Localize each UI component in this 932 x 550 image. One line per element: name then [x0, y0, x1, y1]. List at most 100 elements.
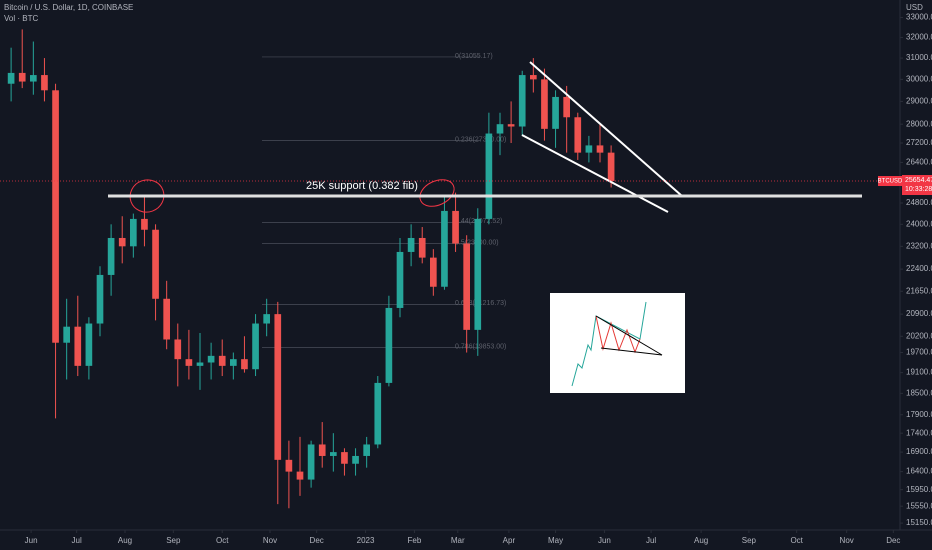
y-tick-label: 16900.00 [906, 447, 932, 456]
candle-body [174, 339, 182, 360]
y-tick-label: 24000.00 [906, 219, 932, 228]
inset-box [550, 293, 685, 393]
candles [7, 29, 615, 509]
y-tick-label: 20900.00 [906, 309, 932, 318]
candle-body [285, 459, 293, 472]
fib-label: 0.236(27300.00) [455, 136, 506, 143]
support-label: 25K support (0.382 fib) [306, 180, 418, 192]
candle-body [141, 218, 148, 230]
x-tick-label: Jul [646, 536, 656, 545]
candle-body [496, 124, 504, 134]
x-tick-label: Apr [503, 536, 516, 545]
candle-body [430, 257, 437, 287]
x-tick-label: Sep [166, 536, 181, 545]
chart-title: Bitcoin / U.S. Dollar, 1D, COINBASE [4, 3, 133, 12]
candle-body [7, 72, 15, 84]
y-tick-label: 29000.00 [906, 97, 932, 106]
candle-body [230, 359, 237, 366]
candle-body [530, 75, 537, 80]
last-price-label: 25654.47 [905, 177, 932, 184]
trendline [521, 134, 669, 213]
candle-body [518, 75, 526, 127]
candle-body [452, 210, 459, 244]
countdown-label: 10:33:28 [905, 186, 932, 193]
y-tick-label: 26400.00 [906, 158, 932, 167]
candle-body [407, 237, 415, 252]
candle-body [507, 124, 515, 127]
candle-body [30, 75, 37, 82]
y-tick-label: 18500.00 [906, 388, 932, 397]
trendline [529, 61, 683, 197]
y-tick-label: 17400.00 [906, 428, 932, 437]
fib-label: 0(31055.17) [455, 53, 493, 60]
y-tick-label: 24800.00 [906, 198, 932, 207]
candle-body [363, 444, 370, 456]
x-tick-label: Jul [72, 536, 82, 545]
x-tick-label: Aug [694, 536, 708, 545]
candle-body [252, 323, 259, 370]
candle-body [207, 355, 215, 363]
candle-body [541, 79, 548, 129]
y-tick-label: 15550.00 [906, 501, 932, 510]
candle-body [85, 323, 93, 366]
x-tick-label: Aug [118, 536, 132, 545]
candle-body [485, 133, 493, 219]
candle-body [374, 382, 382, 445]
candle-body [274, 314, 282, 460]
candle-body [352, 455, 359, 464]
candle-body [96, 274, 104, 324]
symbol-label: BTCUSD [878, 179, 903, 185]
candle-body [341, 452, 348, 464]
candle-body [296, 471, 304, 480]
currency-label: USD [906, 3, 923, 12]
fib-label: 0.786(19853.00) [455, 343, 506, 350]
candle-body [118, 237, 126, 247]
candle-body [18, 72, 26, 82]
candle-body [130, 218, 137, 247]
candle-body [218, 355, 226, 366]
circle-annotation [419, 179, 455, 207]
x-tick-label: Dec [886, 536, 900, 545]
y-tick-label: 22400.00 [906, 264, 932, 273]
candle-body [385, 307, 393, 383]
y-tick-label: 21650.00 [906, 286, 932, 295]
y-tick-label: 15950.00 [906, 485, 932, 494]
symbol-tag [878, 176, 902, 187]
x-tick-label: Jun [598, 536, 611, 545]
x-tick-label: Nov [263, 536, 277, 545]
candle-body [463, 243, 470, 330]
y-tick-label: 32000.00 [906, 33, 932, 42]
y-tick-label: 19700.00 [906, 348, 932, 357]
candle-body [574, 117, 582, 153]
y-tick-label: 20200.00 [906, 331, 932, 340]
candle-body [607, 152, 615, 182]
candle-body [330, 452, 337, 456]
candle-body [441, 210, 448, 287]
candle-body [396, 251, 404, 308]
x-tick-label: Oct [790, 536, 803, 545]
candle-body [552, 96, 559, 129]
candle-body [418, 237, 426, 258]
x-tick-label: Oct [216, 536, 229, 545]
inset-line [571, 301, 647, 387]
x-tick-label: Mar [451, 536, 465, 545]
candle-body [196, 362, 204, 366]
candle-body [163, 298, 170, 340]
candle-body [563, 96, 570, 118]
x-tick-label: Dec [310, 536, 324, 545]
candle-body [596, 145, 604, 153]
candle-body [74, 326, 82, 366]
candle-body [152, 229, 159, 299]
y-tick-label: 19100.00 [906, 368, 932, 377]
x-tick-label: Jun [25, 536, 38, 545]
x-tick-label: 2023 [357, 536, 375, 545]
volume-label: Vol · BTC [4, 14, 38, 23]
y-tick-label: 30000.00 [906, 74, 932, 83]
y-tick-label: 31000.00 [906, 53, 932, 62]
candle-body [241, 359, 248, 370]
x-tick-label: Nov [840, 536, 854, 545]
candle-body [585, 145, 593, 153]
candle-body [185, 359, 193, 366]
y-tick-label: 17900.00 [906, 410, 932, 419]
candle-body [52, 90, 59, 343]
